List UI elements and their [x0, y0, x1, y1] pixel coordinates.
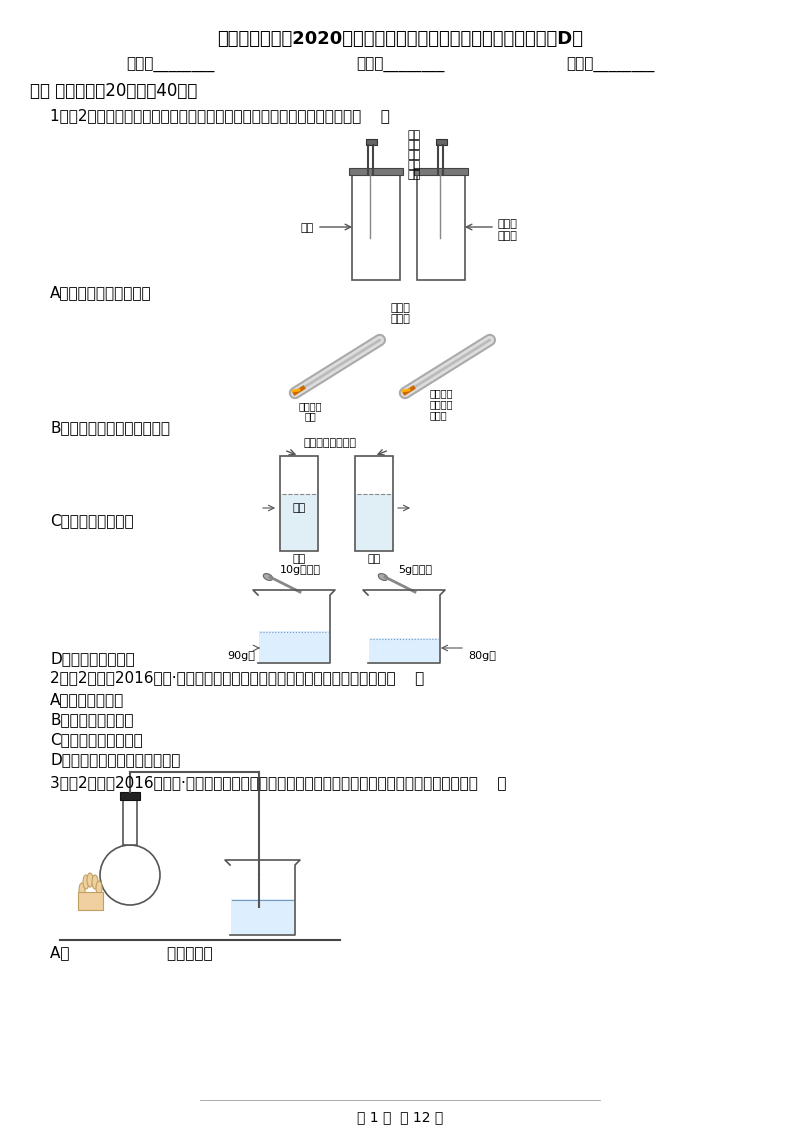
Text: 硬水: 硬水 [292, 554, 306, 564]
Text: A．氧气用于炼钢: A．氧气用于炼钢 [50, 692, 124, 708]
Bar [259, 632, 329, 662]
Text: 等量: 等量 [292, 504, 306, 514]
Text: 90g水: 90g水 [227, 651, 255, 661]
Ellipse shape [92, 875, 98, 889]
Text: 过氧化氢: 过氧化氢 [430, 388, 454, 398]
Ellipse shape [378, 574, 388, 581]
Bar [349, 168, 403, 175]
Circle shape [100, 844, 160, 904]
Bar [436, 139, 447, 145]
Text: D．配制氯化钠溶液: D．配制氯化钠溶液 [50, 651, 134, 666]
Text: 过氧化氢: 过氧化氢 [298, 401, 322, 411]
Text: 一、 单选题（共20题；共40分）: 一、 单选题（共20题；共40分） [30, 82, 198, 100]
Text: 加入等量的肥皂水: 加入等量的肥皂水 [303, 438, 357, 448]
Text: 成绩：________: 成绩：________ [566, 58, 654, 74]
Text: 班级：________: 班级：________ [356, 58, 444, 74]
Text: 氧化锰: 氧化锰 [430, 410, 448, 420]
Bar [120, 792, 140, 800]
Text: 姓名：________: 姓名：________ [126, 58, 214, 74]
Text: 出气体: 出气体 [497, 231, 517, 241]
Text: 的木条: 的木条 [390, 314, 410, 324]
Bar [231, 899, 294, 934]
Bar [414, 168, 468, 175]
Text: 软水: 软水 [367, 554, 381, 564]
Text: 3．（2分）（2016高一下·潍坊期中）实验基本操作是学习化学的灵魂。以下实验操作中正确的是（    ）: 3．（2分）（2016高一下·潍坊期中）实验基本操作是学习化学的灵魂。以下实验操… [50, 775, 506, 790]
Text: B．研究二氧化锰的催化作用: B．研究二氧化锰的催化作用 [50, 420, 170, 435]
Ellipse shape [96, 881, 102, 895]
Bar [280, 456, 318, 551]
Text: 的量: 的量 [408, 151, 422, 160]
Text: B．天然气用作燃料: B．天然气用作燃料 [50, 712, 134, 727]
Bar [352, 175, 400, 280]
Bar [355, 456, 393, 551]
Text: 溶液和二: 溶液和二 [430, 398, 454, 409]
Text: 空气: 空气 [301, 223, 314, 233]
Text: 相同: 相同 [408, 130, 422, 140]
Text: 1．（2分）下列实验方案的设计中，没有正确体现对比这种科学思想的是（    ）: 1．（2分）下列实验方案的设计中，没有正确体现对比这种科学思想的是（ ） [50, 108, 390, 123]
Text: A．                    检查气密性: A． 检查气密性 [50, 945, 213, 960]
Ellipse shape [263, 574, 273, 581]
Text: 河北省秦皇岛市2020年（春秋版）九年级上学期化学期末考试试卷D卷: 河北省秦皇岛市2020年（春秋版）九年级上学期化学期末考试试卷D卷 [217, 31, 583, 48]
Text: 10g氯化钠: 10g氯化钠 [279, 565, 321, 575]
Bar [78, 892, 103, 910]
Text: 2．（2分）（2016九上·延庆期中）下列物质的用途中，利用其物理性质的是（    ）: 2．（2分）（2016九上·延庆期中）下列物质的用途中，利用其物理性质的是（ ） [50, 670, 424, 685]
Text: 清石: 清石 [408, 160, 422, 170]
Bar [369, 638, 439, 662]
Text: C．氦气用于充灌气球: C．氦气用于充灌气球 [50, 732, 142, 747]
Text: A．比较二氧化碳的含量: A．比较二氧化碳的含量 [50, 285, 152, 300]
Ellipse shape [83, 875, 89, 889]
Bar [123, 800, 137, 844]
Bar [417, 175, 465, 280]
Bar [366, 139, 377, 145]
Text: 80g水: 80g水 [468, 651, 496, 661]
Text: 5g氯化钠: 5g氯化钠 [398, 565, 432, 575]
Text: 人体呼: 人体呼 [497, 218, 517, 229]
Text: D．氮气用于食品包装的保护气: D．氮气用于食品包装的保护气 [50, 752, 180, 767]
Text: 灰水: 灰水 [408, 170, 422, 180]
Text: 第 1 页  共 12 页: 第 1 页 共 12 页 [357, 1110, 443, 1124]
Bar [281, 494, 317, 550]
Ellipse shape [87, 873, 93, 887]
Bar [356, 494, 392, 550]
Ellipse shape [79, 883, 85, 897]
Text: 带火星: 带火星 [390, 303, 410, 314]
Text: C．区分硬水和软水: C．区分硬水和软水 [50, 513, 134, 528]
Text: 溶液: 溶液 [304, 411, 316, 421]
Text: 滴数: 滴数 [408, 140, 422, 151]
